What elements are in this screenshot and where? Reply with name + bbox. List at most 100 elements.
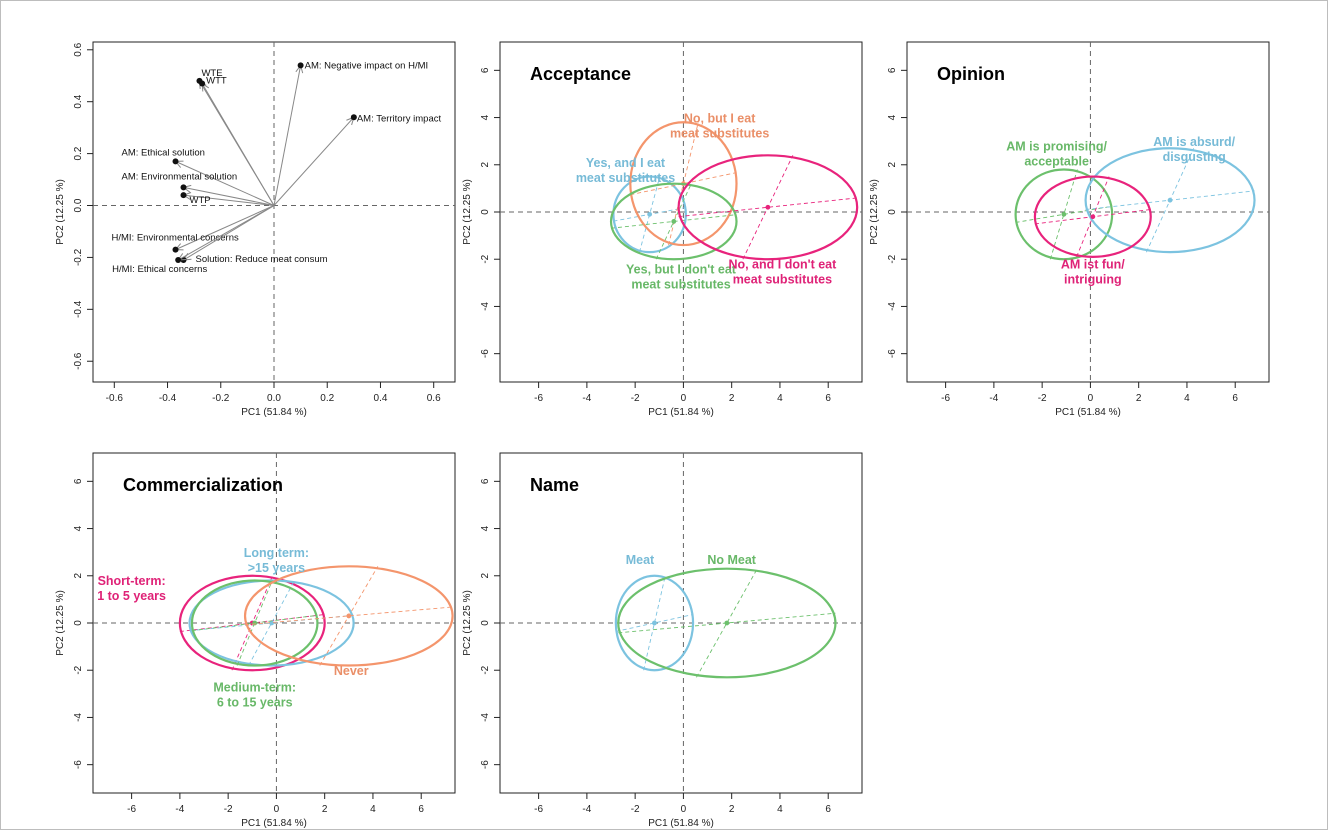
loading-point [297, 62, 304, 69]
y-axis-label: PC2 (12.25 %) [462, 590, 473, 656]
loading-label: WTT [206, 76, 227, 87]
x-tick-label: -4 [175, 804, 184, 815]
x-tick-label: -6 [534, 393, 543, 404]
y-tick-label: -2 [73, 665, 84, 674]
group-ellipse [1033, 175, 1152, 258]
x-tick-label: 6 [1232, 393, 1238, 404]
x-tick-label: -4 [989, 393, 998, 404]
loading-label: Solution: Reduce meat consum [196, 254, 328, 265]
group-label: Long term: >15 years [244, 546, 309, 575]
y-tick-label: -4 [73, 713, 84, 722]
y-tick-label: -4 [887, 302, 898, 311]
y-tick-label: 4 [887, 114, 898, 120]
y-tick-label: 2 [480, 573, 491, 579]
y-tick-label: 4 [73, 525, 84, 531]
x-tick-label: -6 [127, 804, 136, 815]
y-tick-label: 2 [887, 162, 898, 168]
group-ellipse [629, 121, 738, 247]
loading-label: WTP [190, 195, 211, 206]
x-tick-label: 0.0 [267, 393, 281, 404]
ellipse-minor-axis [248, 580, 295, 666]
ellipse-major-axis [1015, 205, 1113, 223]
x-tick-label: 4 [1184, 393, 1190, 404]
x-tick-label: 2 [729, 804, 735, 815]
x-tick-label: -0.2 [212, 393, 230, 404]
y-tick-label: -6 [480, 349, 491, 358]
x-tick-label: 4 [777, 393, 783, 404]
panel-title: Acceptance [530, 64, 631, 84]
loading-label: AM: Ethical solution [122, 147, 205, 158]
group-label: No, and I don't eat meat substitutes [728, 258, 837, 287]
y-tick-label: 0 [887, 209, 898, 215]
loading-point [350, 114, 357, 121]
y-tick-label: 4 [480, 114, 491, 120]
group-label: AM ist fun/intriguing [1061, 258, 1125, 287]
group-ellipse [188, 579, 355, 667]
group-label: AM is promising/acceptable [1006, 140, 1107, 169]
x-tick-label: -0.4 [159, 393, 177, 404]
group-centroid [671, 219, 677, 224]
group-ellipse [614, 574, 695, 672]
panel-title: Opinion [937, 64, 1005, 84]
y-tick-label: 6 [480, 478, 491, 484]
loading-label: AM: Negative impact on H/MI [305, 60, 429, 71]
x-axis-label: PC1 (51.84 %) [648, 407, 714, 418]
loading-point [180, 192, 187, 199]
group-centroid [1090, 214, 1096, 220]
group-label: No Meat [707, 553, 756, 567]
y-axis-label: PC2 (12.25 %) [55, 590, 66, 656]
loading-arrow [273, 116, 355, 206]
group-ellipse [677, 154, 859, 261]
y-axis-label: PC2 (12.25 %) [462, 179, 473, 245]
ellipse-minor-axis [639, 176, 661, 253]
loading-arrow [273, 65, 302, 206]
group-label: Medium-term: 6 to 15 years [213, 680, 296, 709]
x-tick-label: -6 [941, 393, 950, 404]
x-tick-label: -2 [631, 804, 640, 815]
x-tick-label: 0 [1088, 393, 1094, 404]
x-tick-label: -6 [534, 804, 543, 815]
x-tick-label: 6 [825, 804, 831, 815]
y-tick-label: -6 [480, 760, 491, 769]
y-tick-label: -0.6 [73, 352, 84, 370]
plot-area [178, 565, 454, 672]
x-tick-label: -4 [582, 393, 591, 404]
panel-2: -6 -4 -2 0 2 4 6 -6 -4 -2 0 2 4 6 PC1 (51.84 %) PC2 (12… [462, 41, 863, 418]
x-tick-label: 0 [681, 804, 687, 815]
x-tick-label: 0 [274, 804, 280, 815]
x-axis-label: PC1 (51.84 %) [241, 407, 307, 418]
x-tick-label: 6 [825, 393, 831, 404]
panel-1: -0.6 -0.4 -0.2 0.0 0.2 0.4 0.6 -0.6 -0.4 -0.2 0.0 0… [55, 41, 456, 418]
ellipse-minor-axis [1049, 169, 1078, 260]
x-axis-label: PC1 (51.84 %) [241, 818, 307, 829]
group-ellipse [1084, 147, 1256, 254]
y-tick-label: -4 [480, 713, 491, 722]
group-centroid [765, 204, 771, 210]
y-tick-label: -2 [480, 254, 491, 263]
x-tick-label: -4 [582, 804, 591, 815]
group-label: AM is absurd/disgusting [1153, 135, 1235, 164]
y-tick-label: 2 [480, 162, 491, 168]
loading-point [172, 246, 179, 253]
group-ellipse [612, 175, 687, 254]
ellipse-major-axis [678, 197, 858, 218]
y-tick-label: -0.4 [73, 300, 84, 318]
y-tick-label: 0 [480, 620, 491, 626]
panel-4: -6 -4 -2 0 2 4 6 -6 -4 -2 0 2 4 6 PC1 (51.84 %) PC2 (12… [55, 452, 456, 829]
y-tick-label: -2 [887, 254, 898, 263]
group-ellipse [243, 565, 454, 667]
panel-5: -6 -4 -2 0 2 4 6 -6 -4 -2 0 2 4 6 PC1 (51.84 %) PC2 (12… [462, 452, 863, 829]
plot-area [609, 121, 859, 261]
y-tick-label: -0.2 [73, 248, 84, 266]
y-tick-label: 4 [480, 525, 491, 531]
y-tick-label: 0.2 [73, 146, 84, 160]
group-ellipse [190, 579, 319, 667]
loading-arrow [183, 194, 275, 207]
group-centroid [647, 211, 653, 217]
loading-arrow [201, 83, 275, 206]
panel-3: -6 -4 -2 0 2 4 6 -6 -4 -2 0 2 4 6 PC1 (51.84 %) PC2 (12… [869, 41, 1270, 418]
loading-arrow [175, 160, 275, 206]
group-centroid [1167, 197, 1173, 203]
